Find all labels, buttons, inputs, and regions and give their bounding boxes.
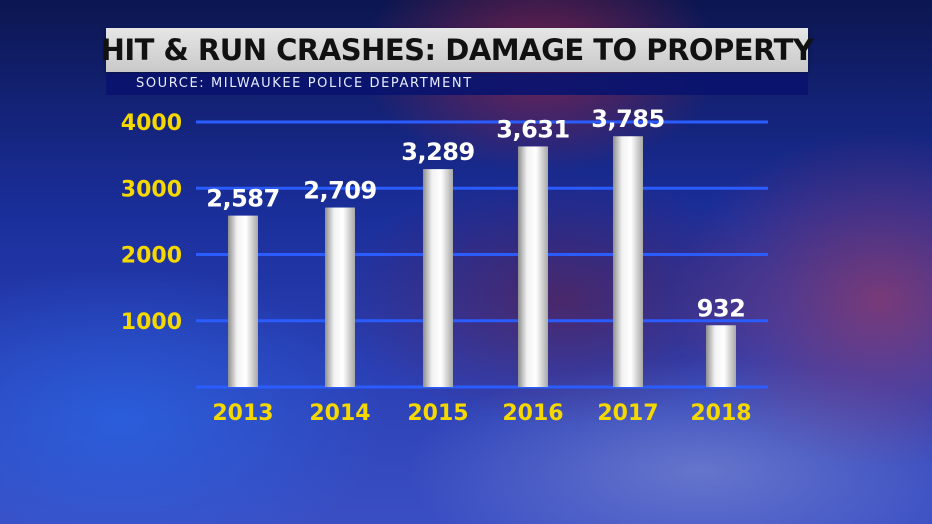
bar-2017 [613,136,643,387]
bar-2016 [518,146,548,387]
data-label: 3,631 [496,115,569,143]
x-tick-label: 2017 [597,401,658,426]
x-tick-label: 2018 [690,401,751,426]
bar-2018 [706,325,736,387]
y-tick-label: 3000 [121,177,182,202]
title-banner: HIT & RUN CRASHES: DAMAGE TO PROPERTY [101,28,814,72]
y-tick-label: 4000 [121,111,182,136]
data-label: 3,289 [401,138,474,166]
data-label: 3,785 [591,105,664,133]
bar-2014 [325,207,355,387]
source-text: SOURCE: MILWAUKEE POLICE DEPARTMENT [136,76,473,91]
bar-2013 [228,215,258,387]
data-label: 2,709 [303,177,376,205]
data-label: 932 [697,294,746,322]
chart-title: HIT & RUN CRASHES: DAMAGE TO PROPERTY [100,33,814,67]
x-tick-label: 2016 [502,401,563,426]
x-tick-label: 2014 [309,401,370,426]
data-label: 2,587 [206,185,279,213]
x-tick-label: 2013 [212,401,273,426]
y-tick-label: 2000 [121,244,182,269]
y-tick-label: 1000 [121,310,182,335]
source-banner: SOURCE: MILWAUKEE POLICE DEPARTMENT [106,73,808,95]
x-tick-label: 2015 [407,401,468,426]
bar-2015 [423,169,453,387]
